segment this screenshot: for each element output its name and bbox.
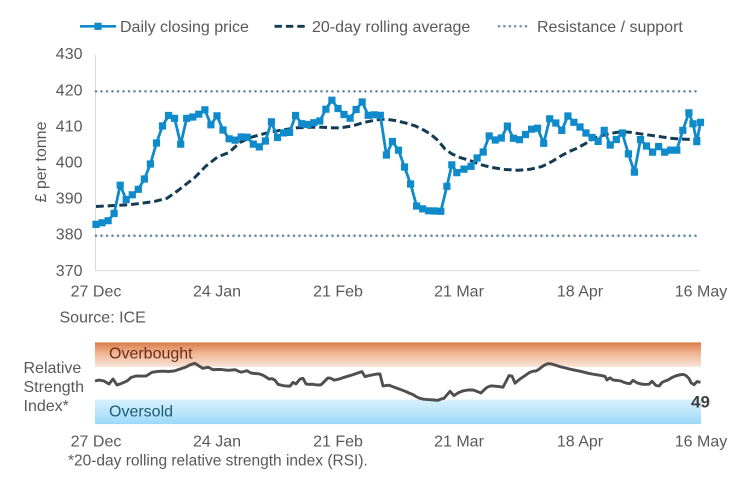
- svg-text:£ per tonne: £ per tonne: [33, 121, 50, 202]
- svg-text:21 Feb: 21 Feb: [313, 434, 363, 451]
- svg-text:Daily closing price: Daily closing price: [120, 19, 249, 36]
- svg-text:*20-day rolling relative stren: *20-day rolling relative strength index …: [68, 453, 368, 470]
- svg-text:400: 400: [56, 155, 83, 172]
- svg-text:16 May: 16 May: [675, 434, 727, 451]
- svg-text:370: 370: [56, 263, 83, 280]
- svg-text:18 Apr: 18 Apr: [557, 284, 604, 301]
- svg-text:430: 430: [56, 46, 83, 63]
- svg-text:Relative: Relative: [24, 360, 82, 377]
- svg-text:420: 420: [56, 82, 83, 99]
- svg-text:16 May: 16 May: [675, 284, 727, 301]
- svg-text:Resistance / support: Resistance / support: [537, 19, 683, 36]
- svg-text:20-day rolling average: 20-day rolling average: [312, 19, 470, 36]
- svg-text:410: 410: [56, 118, 83, 135]
- svg-text:21 Mar: 21 Mar: [434, 284, 484, 301]
- svg-text:Overbought: Overbought: [109, 346, 193, 363]
- svg-text:Source: ICE: Source: ICE: [60, 310, 146, 327]
- svg-text:21 Feb: 21 Feb: [313, 284, 363, 301]
- svg-text:Index*: Index*: [24, 398, 69, 415]
- svg-text:390: 390: [56, 191, 83, 208]
- svg-text:27 Dec: 27 Dec: [71, 434, 122, 451]
- svg-text:Strength: Strength: [24, 379, 84, 396]
- svg-text:24 Jan: 24 Jan: [193, 434, 241, 451]
- svg-text:27 Dec: 27 Dec: [71, 284, 122, 301]
- svg-text:21 Mar: 21 Mar: [434, 434, 484, 451]
- svg-text:24 Jan: 24 Jan: [193, 284, 241, 301]
- svg-text:380: 380: [56, 227, 83, 244]
- svg-text:49: 49: [691, 393, 710, 412]
- svg-text:Oversold: Oversold: [109, 404, 173, 421]
- svg-text:18 Apr: 18 Apr: [557, 434, 604, 451]
